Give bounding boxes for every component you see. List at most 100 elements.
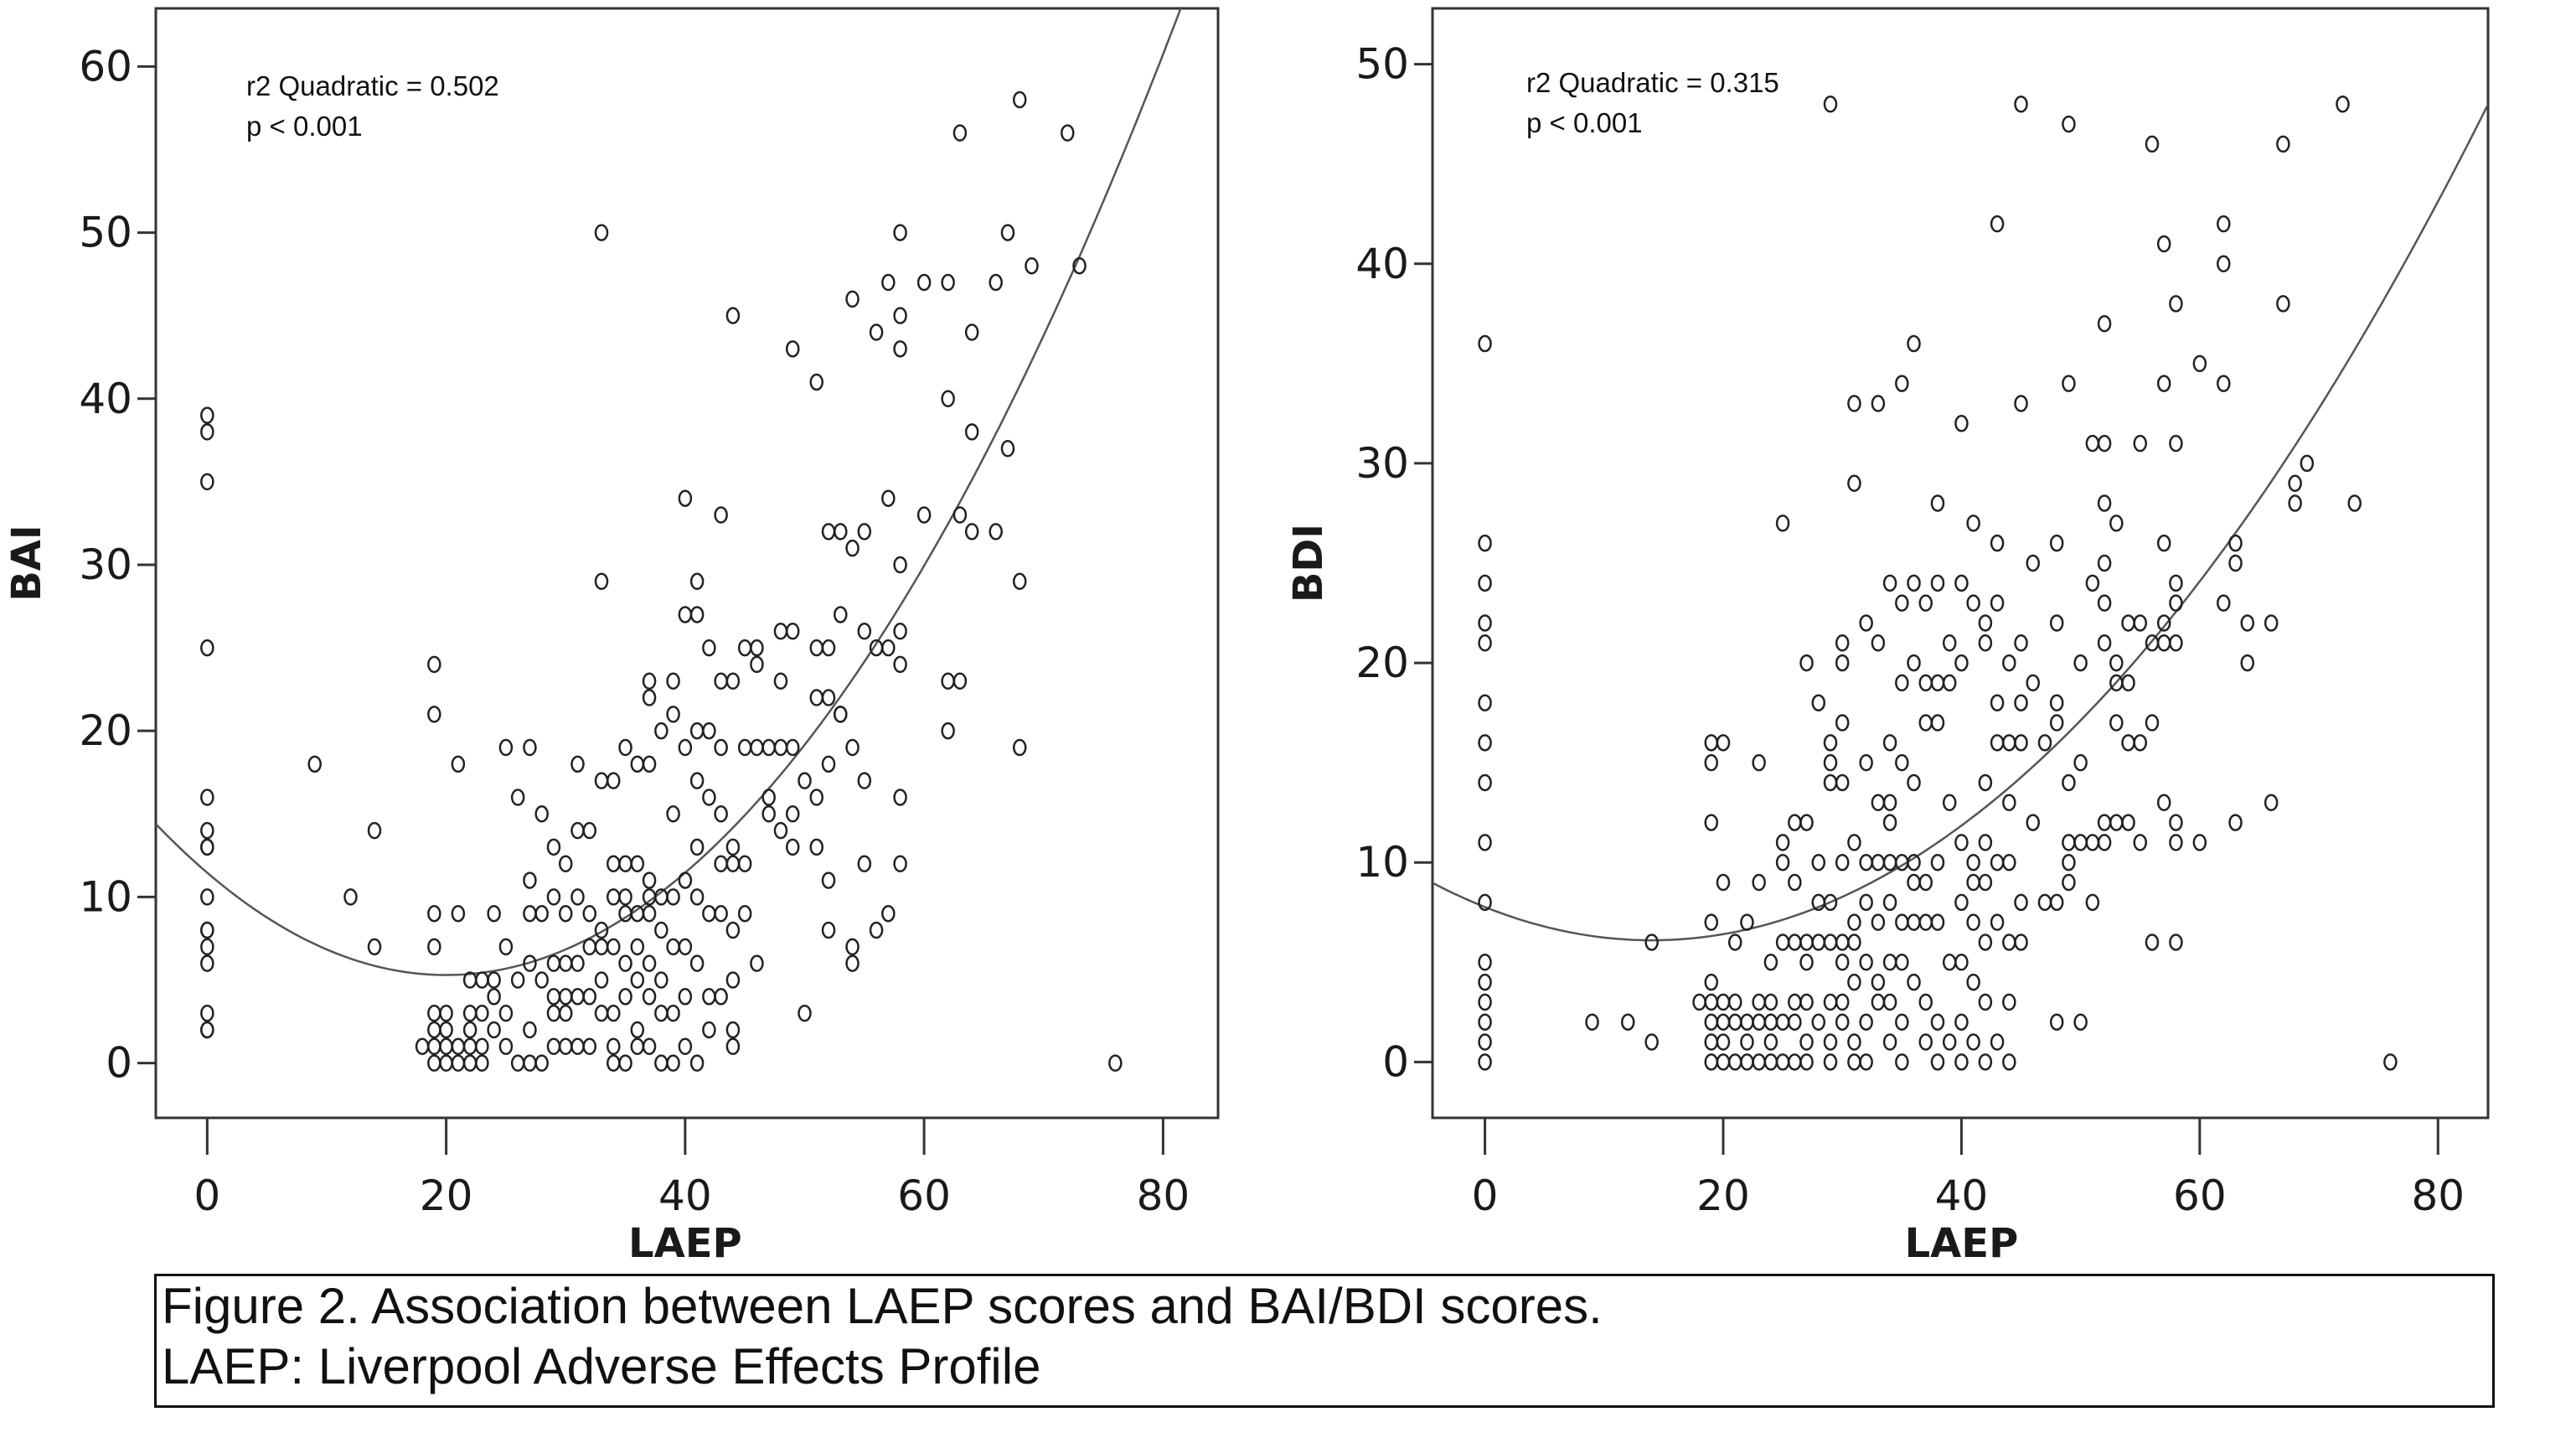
data-point (642, 954, 657, 972)
data-point (2062, 873, 2076, 892)
data-point (1966, 515, 1980, 532)
data-point (534, 1054, 549, 1072)
data-point (642, 904, 657, 923)
data-point (1835, 954, 1850, 971)
x-axis-title: LAEP (1905, 1220, 2019, 1267)
data-point (200, 639, 214, 657)
data-point (785, 838, 800, 856)
data-point (1811, 694, 1826, 711)
data-point (498, 1037, 514, 1056)
data-point (941, 722, 955, 740)
y-tick-label: 20 (79, 706, 132, 755)
data-point (2169, 295, 2183, 313)
data-point (689, 572, 705, 591)
data-point (666, 1004, 680, 1022)
data-point (1478, 534, 1492, 552)
data-point (1727, 993, 1742, 1011)
data-point (607, 772, 621, 789)
data-point (964, 523, 979, 540)
data-point (439, 1004, 453, 1022)
data-point (498, 1004, 514, 1022)
data-point (1835, 773, 1850, 792)
data-point (200, 1004, 214, 1022)
data-point (2049, 694, 2064, 711)
data-point (594, 572, 609, 591)
data-point (1025, 256, 1039, 275)
data-point (451, 755, 466, 773)
data-point (570, 954, 585, 972)
data-point (1966, 853, 1980, 871)
data-point (1930, 494, 1945, 512)
data-point (1978, 993, 1993, 1011)
data-point (1799, 954, 1814, 971)
data-point (1930, 1053, 1945, 1071)
data-point (1918, 594, 1933, 612)
data-point (427, 706, 441, 723)
data-point (570, 755, 585, 773)
data-point (1847, 395, 1861, 412)
data-point (857, 523, 872, 540)
data-point (1847, 1033, 1861, 1051)
data-point (737, 904, 752, 923)
data-point (1954, 834, 1969, 851)
data-point (570, 888, 585, 906)
data-point (785, 738, 800, 757)
data-point (1835, 634, 1850, 652)
data-point (1847, 913, 1861, 931)
data-point (534, 805, 549, 823)
data-point (2002, 1053, 2016, 1071)
data-point (200, 406, 214, 424)
data-point (558, 904, 573, 923)
data-point (630, 855, 645, 872)
data-point (475, 1054, 489, 1072)
data-point (1835, 654, 1850, 672)
data-point (1478, 973, 1492, 991)
data-point (2062, 853, 2076, 871)
data-point (1990, 215, 2005, 233)
data-point (1775, 834, 1790, 851)
data-point (2217, 255, 2231, 273)
data-point (809, 373, 824, 391)
data-point (642, 988, 657, 1006)
data-point (1918, 1033, 1933, 1051)
data-point (1823, 893, 1838, 912)
data-point (487, 1021, 501, 1039)
data-point (487, 904, 501, 923)
data-point (1859, 954, 1873, 971)
data-point (200, 921, 214, 939)
data-point (666, 672, 680, 690)
data-point (654, 722, 669, 740)
y-tick-label: 10 (79, 872, 132, 921)
data-point (689, 888, 705, 906)
data-point (630, 938, 645, 956)
data-layer (1433, 96, 2488, 1071)
data-point (1930, 574, 1945, 592)
data-point (1716, 1033, 1731, 1051)
data-point (857, 772, 872, 789)
data-point (1966, 1033, 1980, 1051)
x-tick-label: 20 (1696, 1171, 1750, 1220)
data-point (2014, 734, 2028, 752)
data-point (845, 938, 860, 956)
data-point (1978, 1053, 1993, 1071)
data-point (1907, 654, 1921, 672)
data-point (941, 390, 955, 408)
data-point (1478, 614, 1492, 632)
data-point (2347, 494, 2362, 512)
data-point (1882, 893, 1897, 912)
data-point (2085, 574, 2100, 592)
data-point (893, 307, 907, 324)
data-point (2156, 614, 2171, 632)
data-point (725, 672, 741, 690)
data-point (1871, 395, 1886, 412)
p-value-annotation: p < 0.001 (1526, 107, 1643, 138)
x-tick-label: 40 (658, 1171, 712, 1220)
data-point (1585, 1013, 1599, 1031)
data-point (2002, 993, 2016, 1011)
data-point (1847, 973, 1861, 991)
data-point (307, 755, 322, 773)
data-point (475, 1037, 489, 1056)
data-point (1763, 954, 1778, 971)
data-point (2085, 893, 2100, 912)
